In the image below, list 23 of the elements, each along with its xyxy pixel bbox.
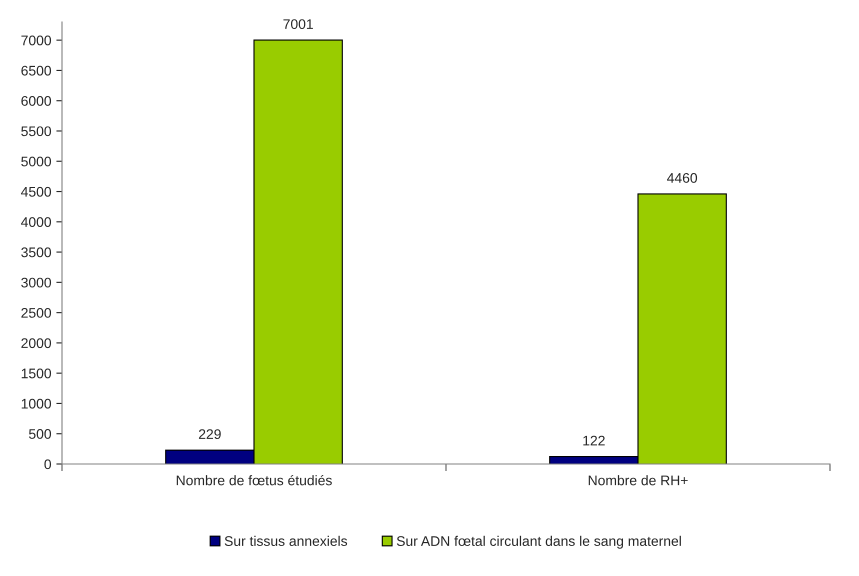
y-tick-label: 5500 <box>21 126 52 136</box>
x-tick-label: Nombre de fœtus étudiés <box>176 474 332 486</box>
y-tick-label: 6500 <box>21 66 52 76</box>
y-tick-label: 7000 <box>21 36 52 46</box>
y-tick-label: 3000 <box>21 278 52 288</box>
legend-label: Sur ADN fœtal circulant dans le sang maternel <box>396 536 681 549</box>
data-label: 4460 <box>667 173 698 183</box>
y-tick-label: 6000 <box>21 96 52 106</box>
data-label: 7001 <box>283 19 313 30</box>
y-tick-label: 4000 <box>21 217 52 227</box>
x-tick-label: Nombre de RH+ <box>588 475 688 486</box>
y-tick-label: 1500 <box>22 368 52 378</box>
y-tick-label: 500 <box>28 429 52 439</box>
y-tick-label: 3500 <box>21 247 52 258</box>
legend-label: Sur tissus annexiels <box>224 536 348 546</box>
y-tick-label: 1000 <box>22 398 52 409</box>
y-tick-label: 2500 <box>21 308 52 318</box>
y-tick-label: 4500 <box>21 186 52 197</box>
data-label: 229 <box>198 429 221 440</box>
data-label: 122 <box>583 436 605 446</box>
y-tick-label: 0 <box>44 459 52 470</box>
y-tick-label: 2000 <box>21 338 52 348</box>
y-tick-label: 5000 <box>21 156 52 166</box>
